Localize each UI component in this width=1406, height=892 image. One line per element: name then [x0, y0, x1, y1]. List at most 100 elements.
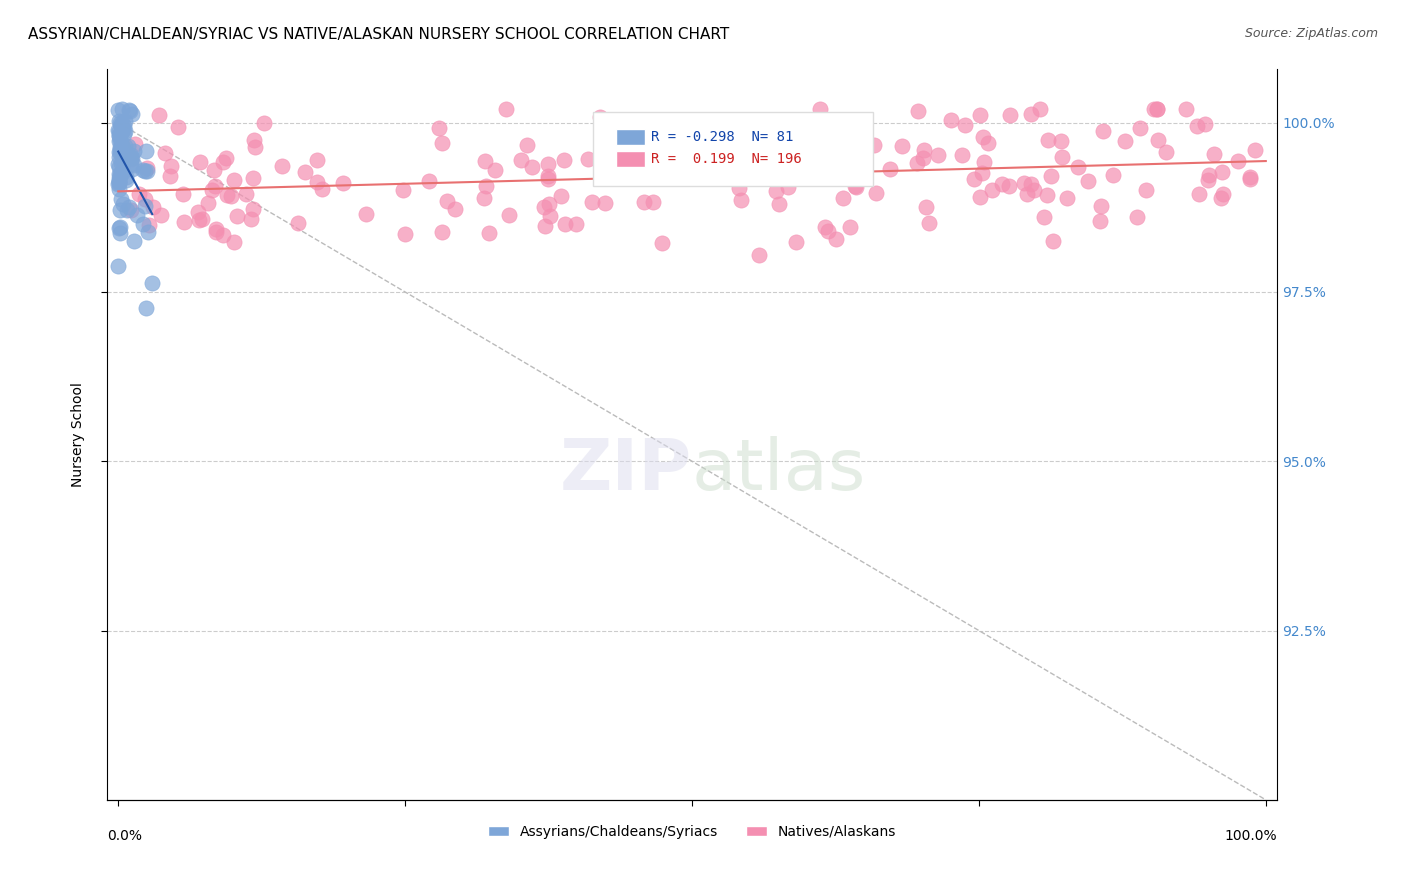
Natives/Alaskans	[225, 209, 247, 223]
Assyrians/Chaldeans/Syriacs	[108, 142, 131, 156]
Natives/Alaskans	[765, 184, 787, 198]
Natives/Alaskans	[472, 190, 495, 204]
Natives/Alaskans	[391, 184, 413, 198]
Natives/Alaskans	[821, 145, 844, 160]
Assyrians/Chaldeans/Syriacs	[121, 161, 143, 176]
Natives/Alaskans	[1056, 190, 1078, 204]
Natives/Alaskans	[520, 160, 543, 174]
Natives/Alaskans	[1114, 134, 1136, 148]
Natives/Alaskans	[311, 182, 333, 196]
Natives/Alaskans	[1015, 187, 1038, 202]
Natives/Alaskans	[554, 217, 576, 231]
Assyrians/Chaldeans/Syriacs	[112, 120, 135, 134]
Natives/Alaskans	[1212, 186, 1234, 201]
Natives/Alaskans	[1198, 173, 1220, 187]
Assyrians/Chaldeans/Syriacs	[107, 176, 129, 190]
Natives/Alaskans	[243, 133, 266, 147]
Assyrians/Chaldeans/Syriacs	[111, 138, 134, 153]
Assyrians/Chaldeans/Syriacs	[110, 156, 132, 170]
Natives/Alaskans	[394, 227, 416, 241]
Natives/Alaskans	[128, 186, 150, 201]
Assyrians/Chaldeans/Syriacs	[111, 146, 134, 161]
Natives/Alaskans	[832, 191, 855, 205]
Natives/Alaskans	[693, 166, 716, 180]
Assyrians/Chaldeans/Syriacs	[108, 124, 131, 138]
Natives/Alaskans	[418, 174, 440, 188]
Assyrians/Chaldeans/Syriacs	[111, 152, 134, 166]
Legend: Assyrians/Chaldeans/Syriacs, Natives/Alaskans: Assyrians/Chaldeans/Syriacs, Natives/Ala…	[482, 819, 901, 844]
Assyrians/Chaldeans/Syriacs	[112, 196, 135, 211]
Natives/Alaskans	[613, 143, 636, 157]
Natives/Alaskans	[748, 248, 770, 262]
Natives/Alaskans	[1129, 120, 1152, 135]
Natives/Alaskans	[172, 186, 194, 201]
Natives/Alaskans	[533, 200, 555, 214]
Natives/Alaskans	[599, 169, 621, 183]
Assyrians/Chaldeans/Syriacs	[107, 259, 129, 273]
Natives/Alaskans	[215, 187, 238, 202]
Natives/Alaskans	[651, 236, 673, 251]
Assyrians/Chaldeans/Syriacs	[108, 145, 131, 160]
Natives/Alaskans	[1147, 133, 1170, 147]
Assyrians/Chaldeans/Syriacs	[110, 127, 132, 141]
Natives/Alaskans	[538, 196, 561, 211]
Natives/Alaskans	[253, 115, 276, 129]
Natives/Alaskans	[1188, 186, 1211, 201]
Text: ASSYRIAN/CHALDEAN/SYRIAC VS NATIVE/ALASKAN NURSERY SCHOOL CORRELATION CHART: ASSYRIAN/CHALDEAN/SYRIAC VS NATIVE/ALASK…	[28, 27, 730, 42]
Natives/Alaskans	[610, 167, 633, 181]
Assyrians/Chaldeans/Syriacs	[117, 150, 139, 164]
Natives/Alaskans	[1042, 234, 1064, 248]
Bar	[616, 129, 645, 145]
Natives/Alaskans	[219, 189, 242, 203]
Assyrians/Chaldeans/Syriacs	[111, 141, 134, 155]
Assyrians/Chaldeans/Syriacs	[108, 167, 131, 181]
Natives/Alaskans	[905, 155, 928, 169]
Natives/Alaskans	[495, 102, 517, 116]
Assyrians/Chaldeans/Syriacs	[111, 116, 134, 130]
Natives/Alaskans	[1021, 107, 1043, 121]
Natives/Alaskans	[675, 150, 697, 164]
Natives/Alaskans	[1039, 169, 1062, 183]
Natives/Alaskans	[776, 180, 799, 194]
Assyrians/Chaldeans/Syriacs	[120, 150, 142, 164]
Assyrians/Chaldeans/Syriacs	[107, 145, 129, 159]
Natives/Alaskans	[1050, 134, 1073, 148]
Assyrians/Chaldeans/Syriacs	[110, 118, 132, 132]
Natives/Alaskans	[484, 163, 506, 178]
Natives/Alaskans	[498, 209, 520, 223]
Natives/Alaskans	[142, 200, 165, 214]
Natives/Alaskans	[478, 227, 501, 241]
Natives/Alaskans	[354, 206, 377, 220]
Natives/Alaskans	[294, 165, 316, 179]
Natives/Alaskans	[770, 158, 793, 172]
Natives/Alaskans	[1014, 176, 1036, 190]
Natives/Alaskans	[202, 162, 225, 177]
Natives/Alaskans	[1227, 154, 1250, 169]
Assyrians/Chaldeans/Syriacs	[125, 208, 148, 222]
Assyrians/Chaldeans/Syriacs	[107, 134, 129, 148]
Assyrians/Chaldeans/Syriacs	[131, 162, 153, 177]
Natives/Alaskans	[685, 169, 707, 184]
Text: Source: ZipAtlas.com: Source: ZipAtlas.com	[1244, 27, 1378, 40]
Assyrians/Chaldeans/Syriacs	[114, 114, 136, 128]
Assyrians/Chaldeans/Syriacs	[120, 157, 142, 171]
Assyrians/Chaldeans/Syriacs	[135, 301, 157, 315]
Natives/Alaskans	[242, 170, 264, 185]
Assyrians/Chaldeans/Syriacs	[107, 177, 129, 191]
Natives/Alaskans	[808, 102, 831, 116]
Natives/Alaskans	[1187, 120, 1209, 134]
Assyrians/Chaldeans/Syriacs	[110, 122, 132, 136]
Assyrians/Chaldeans/Syriacs	[108, 219, 131, 234]
Assyrians/Chaldeans/Syriacs	[108, 115, 131, 129]
Assyrians/Chaldeans/Syriacs	[115, 172, 138, 186]
Assyrians/Chaldeans/Syriacs	[121, 107, 143, 121]
Natives/Alaskans	[981, 184, 1004, 198]
Assyrians/Chaldeans/Syriacs	[108, 203, 131, 218]
Natives/Alaskans	[918, 216, 941, 230]
Natives/Alaskans	[474, 179, 496, 194]
Natives/Alaskans	[891, 139, 914, 153]
Natives/Alaskans	[969, 190, 991, 204]
Natives/Alaskans	[911, 151, 934, 165]
Assyrians/Chaldeans/Syriacs	[122, 234, 145, 248]
Assyrians/Chaldeans/Syriacs	[110, 120, 132, 134]
